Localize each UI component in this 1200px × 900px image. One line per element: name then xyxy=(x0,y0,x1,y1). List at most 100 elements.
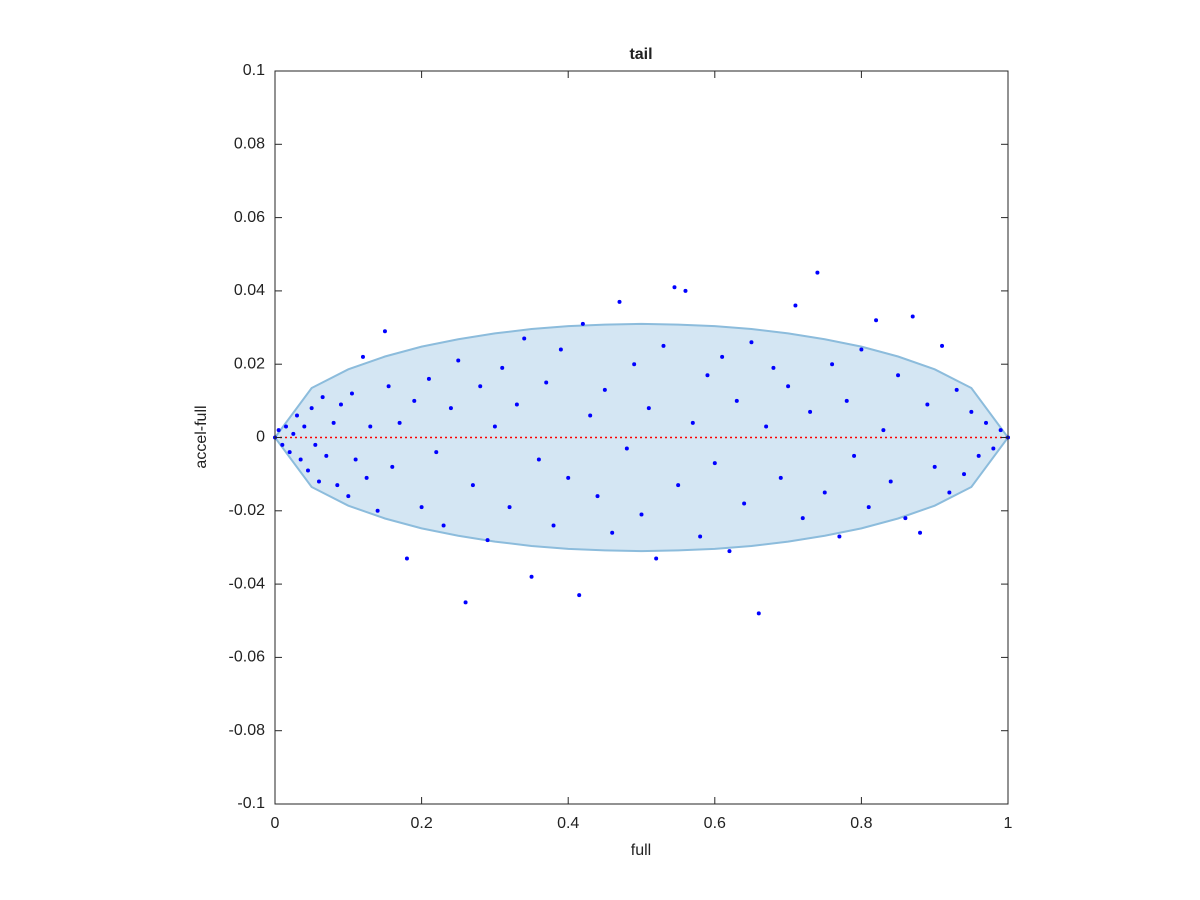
point xyxy=(881,428,886,433)
point xyxy=(536,457,541,462)
point xyxy=(852,453,857,458)
y-tick-label: 0 xyxy=(256,429,265,446)
point xyxy=(888,479,893,484)
point xyxy=(276,428,281,433)
point xyxy=(386,384,391,389)
point xyxy=(778,475,783,480)
point xyxy=(544,380,549,385)
point xyxy=(364,475,369,480)
point xyxy=(419,505,424,510)
point xyxy=(514,402,519,407)
point xyxy=(375,508,380,513)
point xyxy=(734,398,739,403)
x-tick-label: 0.6 xyxy=(704,815,726,832)
point xyxy=(903,516,908,521)
point xyxy=(360,354,365,359)
point xyxy=(507,505,512,510)
point xyxy=(947,490,952,495)
point xyxy=(492,424,497,429)
point xyxy=(448,406,453,411)
point xyxy=(830,362,835,367)
point xyxy=(349,391,354,396)
y-tick-label: -0.08 xyxy=(229,722,266,739)
point xyxy=(632,362,637,367)
point xyxy=(698,534,703,539)
point xyxy=(338,402,343,407)
point xyxy=(463,600,468,605)
point xyxy=(749,340,754,345)
point xyxy=(500,365,505,370)
point xyxy=(470,483,475,488)
point xyxy=(844,398,849,403)
point xyxy=(309,406,314,411)
point xyxy=(397,420,402,425)
point xyxy=(654,556,659,561)
point xyxy=(434,450,439,455)
point xyxy=(335,483,340,488)
point xyxy=(404,556,409,561)
point xyxy=(866,505,871,510)
point xyxy=(932,464,937,469)
point xyxy=(991,446,996,451)
point xyxy=(793,303,798,308)
point xyxy=(815,270,820,275)
chart-title: tail xyxy=(629,46,652,63)
point xyxy=(287,450,292,455)
point xyxy=(298,457,303,462)
point xyxy=(800,516,805,521)
x-tick-label: 0.4 xyxy=(557,815,579,832)
point xyxy=(925,402,930,407)
point xyxy=(577,593,582,598)
x-tick-label: 1 xyxy=(1004,815,1013,832)
point xyxy=(382,329,387,334)
point xyxy=(808,409,813,414)
point xyxy=(324,453,329,458)
point xyxy=(727,549,732,554)
point xyxy=(320,395,325,400)
point xyxy=(676,483,681,488)
point xyxy=(712,461,717,466)
point xyxy=(610,530,615,535)
point xyxy=(588,413,593,418)
point xyxy=(874,318,879,323)
point xyxy=(771,365,776,370)
point xyxy=(390,464,395,469)
point xyxy=(522,336,527,341)
point xyxy=(639,512,644,517)
point xyxy=(859,347,864,352)
point xyxy=(456,358,461,363)
point xyxy=(353,457,358,462)
point xyxy=(313,442,318,447)
point xyxy=(280,442,285,447)
point xyxy=(302,424,307,429)
y-tick-label: -0.02 xyxy=(229,502,266,519)
point xyxy=(984,420,989,425)
point xyxy=(441,523,446,528)
y-tick-label: 0.02 xyxy=(234,355,265,372)
point xyxy=(822,490,827,495)
point xyxy=(940,343,945,348)
y-tick-label: 0.04 xyxy=(234,282,265,299)
point xyxy=(368,424,373,429)
point xyxy=(764,424,769,429)
point xyxy=(786,384,791,389)
point xyxy=(720,354,725,359)
point xyxy=(346,494,351,499)
x-tick-label: 0.8 xyxy=(850,815,872,832)
point xyxy=(742,501,747,506)
point xyxy=(566,475,571,480)
point xyxy=(976,453,981,458)
point xyxy=(910,314,915,319)
point xyxy=(294,413,299,418)
point xyxy=(412,398,417,403)
x-axis-label: full xyxy=(631,842,651,859)
point xyxy=(580,321,585,326)
point xyxy=(705,373,710,378)
y-tick-label: 0.1 xyxy=(243,62,265,79)
point xyxy=(551,523,556,528)
point xyxy=(485,538,490,543)
point xyxy=(646,406,651,411)
point xyxy=(305,468,310,473)
point xyxy=(683,288,688,293)
point xyxy=(896,373,901,378)
